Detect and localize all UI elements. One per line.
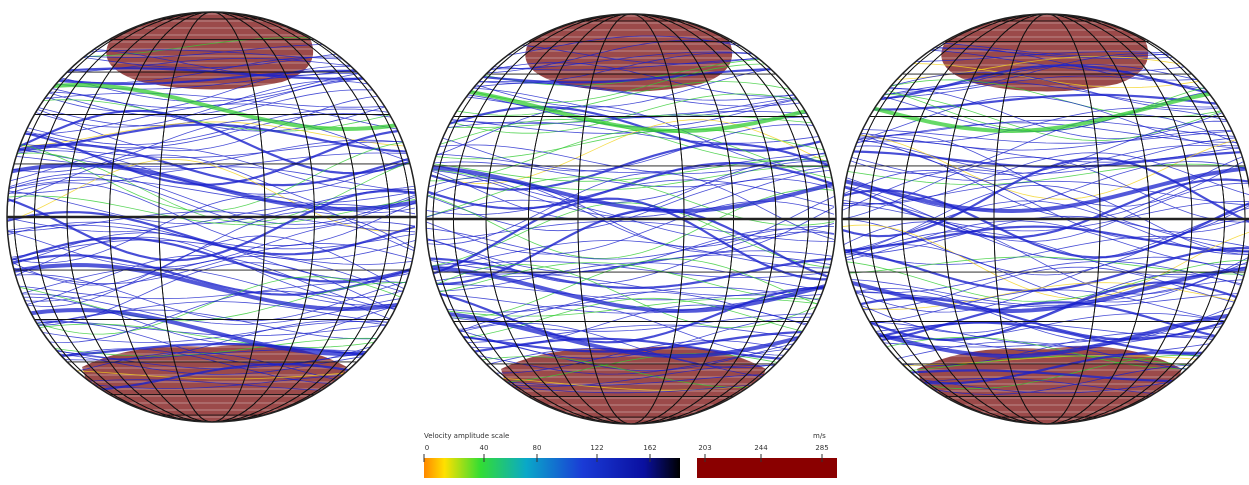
colorbar-tick-label: 0 <box>424 444 430 452</box>
globe-outline <box>6 11 418 423</box>
velocity-colorbar <box>423 454 837 478</box>
globe-outline <box>841 13 1249 425</box>
colorbar-tick-label: 203 <box>698 444 712 452</box>
colorbar-high-segment <box>697 458 837 478</box>
center-globe <box>425 13 837 425</box>
left-globe <box>6 11 418 423</box>
colorbar-unit: m/s <box>813 432 826 440</box>
graticule <box>426 14 836 424</box>
colorbar-tick-label: 122 <box>590 444 604 452</box>
flow-streamlines <box>426 35 836 394</box>
graticule <box>7 12 417 422</box>
colorbar-tick-label: 80 <box>532 444 542 452</box>
colorbar-tick-label: 162 <box>643 444 657 452</box>
colorbar-gradient <box>424 458 680 478</box>
globe-outline <box>425 13 837 425</box>
colorbar-ticks <box>423 454 823 462</box>
colorbar-tick-label: 285 <box>815 444 829 452</box>
colorbar-tick-label: 40 <box>479 444 489 452</box>
south-polar-region <box>82 344 347 422</box>
colorbar-tick-label: 244 <box>754 444 768 452</box>
flow-streamlines <box>7 37 417 393</box>
right-globe <box>841 13 1249 425</box>
graticule <box>842 14 1249 424</box>
colorbar-title: Velocity amplitude scale <box>424 432 510 440</box>
